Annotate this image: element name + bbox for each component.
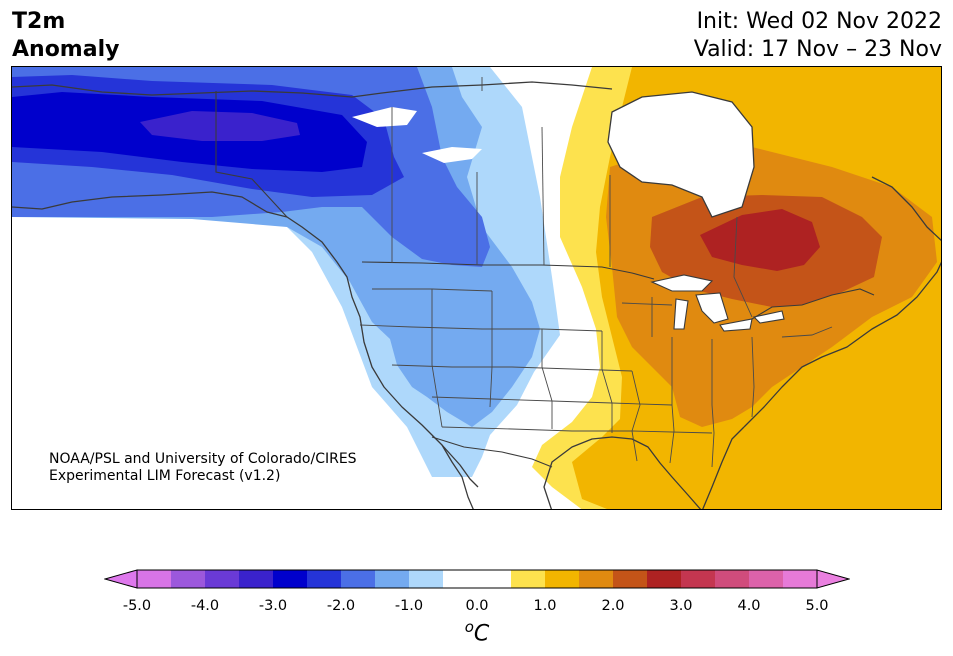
colorbar-tick-label: 0.0: [465, 598, 489, 614]
colorbar-tick-label: 1.0: [533, 598, 557, 614]
map-title-line2: Anomaly: [12, 37, 120, 62]
colorbar-segment: [239, 570, 274, 588]
unit-letter: C: [473, 621, 490, 647]
colorbar-segment: [307, 570, 342, 588]
colorbar-segment: [749, 570, 784, 588]
colorbar-tick-label: 4.0: [737, 598, 761, 614]
colorbar-segment: [681, 570, 716, 588]
colorbar-segment: [545, 570, 580, 588]
colorbar-unit: oC: [465, 618, 490, 646]
colorbar-svg: [103, 569, 851, 589]
great-bear-lake: [352, 107, 417, 127]
contour-minus-3-0: [140, 111, 300, 141]
country-borders: [215, 91, 875, 468]
colorbar-segment: [205, 570, 240, 588]
admin-borders: [359, 77, 833, 468]
colorbar-tick-label: 3.0: [669, 598, 693, 614]
colorbar-segment: [647, 570, 682, 588]
map-title-line1: T2m: [12, 9, 66, 34]
colorbar-segment: [341, 570, 376, 588]
colorbar-segment: [409, 570, 444, 588]
map-credit: NOAA/PSL and University of Colorado/CIRE…: [49, 451, 357, 485]
colorbar-tick-label: -5.0: [122, 598, 152, 614]
colorbar-tick-label: 2.0: [601, 598, 625, 614]
great-slave-lake: [422, 147, 482, 163]
init-date: Init: Wed 02 Nov 2022: [696, 9, 942, 34]
forecast-dates: Init: Wed 02 Nov 2022 Valid: 17 Nov – 23…: [694, 8, 942, 64]
anomaly-map: NOAA/PSL and University of Colorado/CIRE…: [11, 66, 942, 510]
colorbar-segment: [273, 570, 308, 588]
colorbar-tick-label: -1.0: [394, 598, 424, 614]
colorbar-segment: [171, 570, 206, 588]
colorbar-tick-label: -4.0: [190, 598, 220, 614]
colorbar-segment: [511, 570, 546, 588]
colorbar: [103, 564, 851, 598]
colorbar-segment: [579, 570, 614, 588]
colorbar-segment: [613, 570, 648, 588]
colorbar-segment: [137, 570, 172, 588]
colorbar-outline: [136, 569, 818, 589]
map-title: T2m Anomaly: [12, 8, 119, 64]
colorbar-segment: [715, 570, 750, 588]
unit-degree-symbol: o: [464, 618, 474, 636]
colorbar-segment: [783, 570, 818, 588]
colorbar-tick-label: -3.0: [258, 598, 288, 614]
hudson-bay: [607, 91, 755, 218]
colorbar-extend-low: [103, 569, 138, 589]
colorbar-segment: [477, 570, 512, 588]
colorbar-tick-label: 5.0: [805, 598, 829, 614]
anomaly-map-svg: [12, 67, 941, 509]
valid-date: Valid: 17 Nov – 23 Nov: [693, 37, 942, 62]
colorbar-extend-high: [816, 569, 851, 589]
credit-line1: NOAA/PSL and University of Colorado/CIRE…: [49, 451, 357, 467]
credit-line2: Experimental LIM Forecast (v1.2): [49, 468, 281, 484]
colorbar-tick-label: -2.0: [326, 598, 356, 614]
colorbar-segment: [375, 570, 410, 588]
contour-plus-2-5: [700, 209, 820, 271]
colorbar-segment: [443, 570, 478, 588]
great-lakes: [650, 274, 785, 332]
